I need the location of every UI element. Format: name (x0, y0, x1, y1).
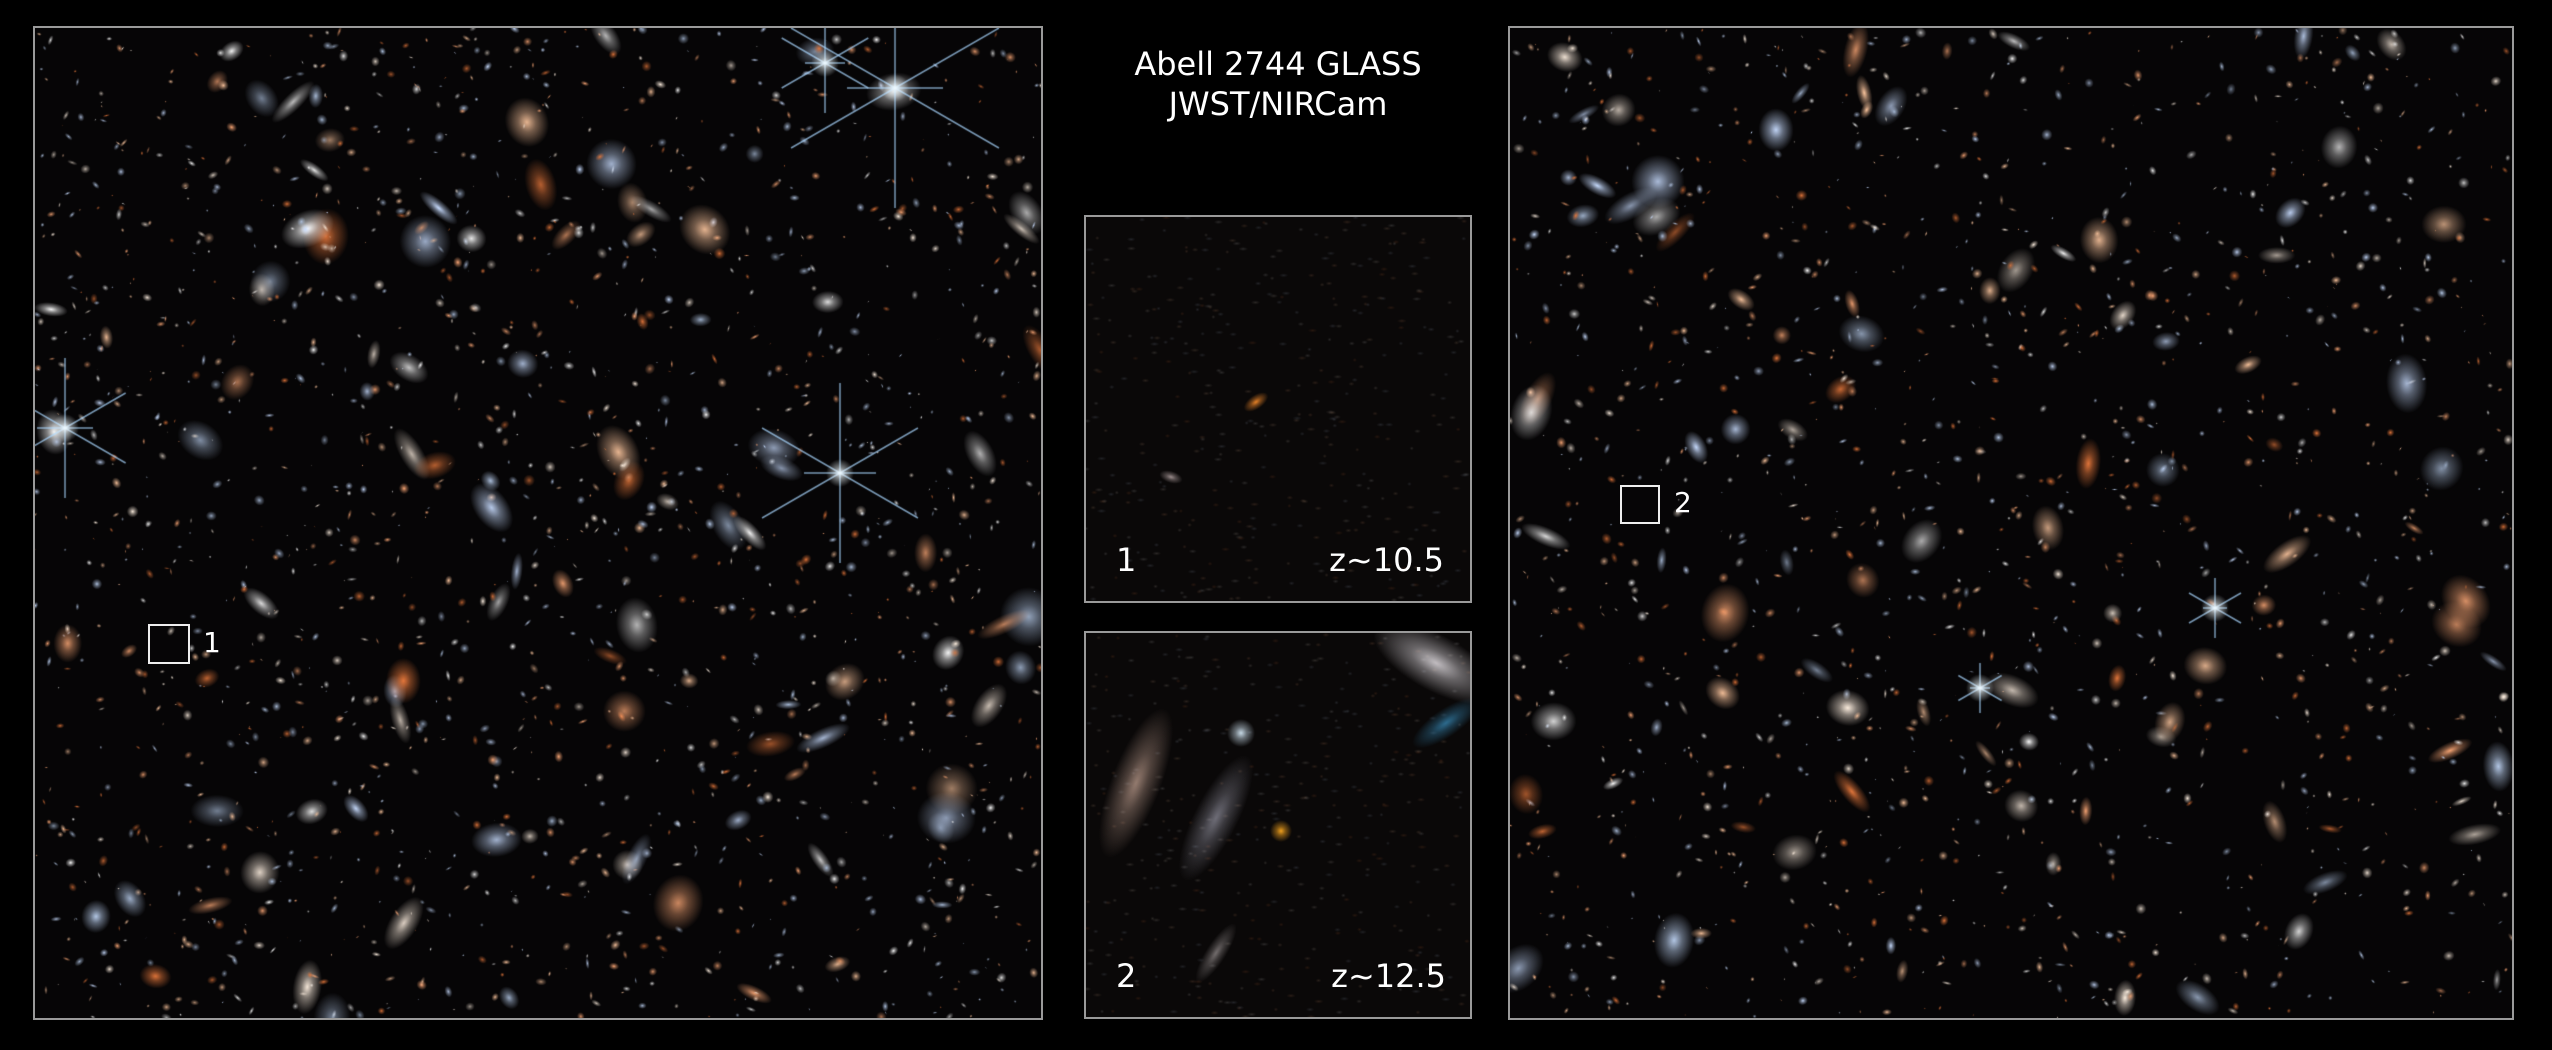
left-field-starfield (35, 28, 1041, 1018)
inset-1-label: 1 (1116, 541, 1137, 579)
inset-2-redshift: z~12.5 (1331, 957, 1446, 995)
right-field-starfield (1510, 28, 2512, 1018)
marker-label-1: 1 (203, 626, 221, 659)
inset-1-redshift: z~10.5 (1329, 541, 1444, 579)
inset-galaxy-2: 2 z~12.5 (1084, 631, 1472, 1019)
marker-label-2: 2 (1674, 486, 1692, 519)
left-deep-field-image: 1 (33, 26, 1043, 1020)
marker-box-1 (148, 624, 190, 664)
inset-galaxy-1: 1 z~10.5 (1084, 215, 1472, 603)
inset-1-image (1086, 217, 1470, 601)
marker-box-2 (1620, 485, 1660, 524)
inset-2-label: 2 (1116, 957, 1137, 995)
title-line-1: Abell 2744 GLASS (1134, 45, 1422, 83)
figure-title: Abell 2744 GLASS JWST/NIRCam (1084, 44, 1472, 124)
title-line-2: JWST/NIRCam (1168, 85, 1388, 123)
inset-2-image (1086, 633, 1470, 1017)
right-deep-field-image: 2 (1508, 26, 2514, 1020)
